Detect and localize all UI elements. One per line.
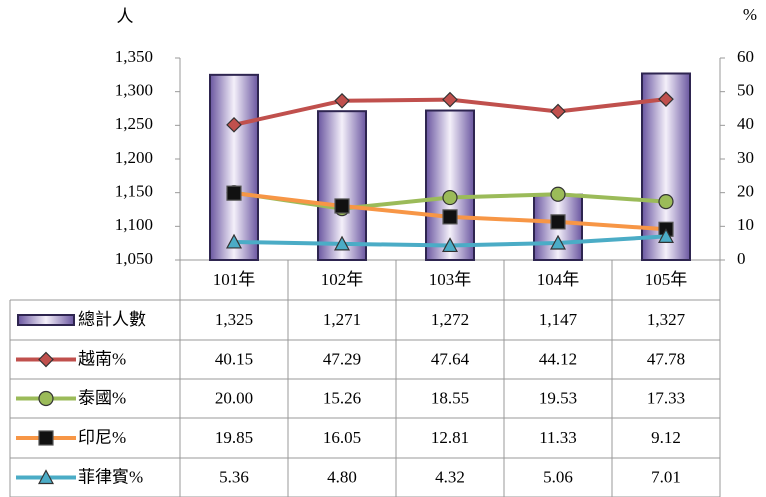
- table-cell: 44.12: [539, 349, 577, 368]
- table-cell: 20.00: [215, 388, 253, 407]
- table-cell: 47.64: [431, 349, 470, 368]
- y2-axis-label: %: [743, 5, 757, 24]
- y-tick-label: 1,150: [115, 182, 153, 201]
- y2-tick-label: 0: [737, 249, 746, 268]
- x-tick-label: 103年: [429, 270, 472, 289]
- table-cell: 19.53: [539, 388, 577, 407]
- table-cell: 4.32: [435, 467, 465, 486]
- line-marker: [442, 189, 458, 206]
- legend-label: 越南%: [78, 349, 126, 368]
- line-marker: [441, 237, 459, 253]
- table-cell: 5.36: [219, 467, 249, 486]
- table-cell: 1,325: [215, 310, 253, 329]
- y-axis-label: 人: [117, 7, 134, 26]
- line-marker: [658, 194, 674, 210]
- legend-marker: [38, 430, 54, 446]
- table-cell: 16.05: [323, 428, 361, 447]
- table-cell: 5.06: [543, 467, 573, 486]
- line-marker: [333, 235, 351, 251]
- line-marker: [334, 92, 350, 109]
- table-cell: 17.33: [647, 388, 685, 407]
- line-marker: [550, 186, 566, 202]
- table-cell: 4.80: [327, 467, 357, 486]
- line-marker: [657, 228, 675, 243]
- table-cell: 19.85: [215, 428, 253, 447]
- x-tick-label: 102年: [321, 270, 364, 289]
- table-cell: 1,272: [431, 310, 469, 329]
- line-marker: [226, 116, 242, 133]
- y2-tick-label: 60: [737, 47, 754, 66]
- bar: [425, 109, 475, 261]
- table-cell: 47.29: [323, 349, 361, 368]
- y-tick-label: 1,300: [115, 81, 153, 100]
- table-cell: 12.81: [431, 428, 469, 447]
- table-cell: 1,147: [539, 310, 578, 329]
- line-marker: [549, 234, 567, 250]
- table-cell: 18.55: [431, 388, 469, 407]
- y-tick-label: 1,050: [115, 249, 153, 268]
- bar: [317, 110, 367, 262]
- table-cell: 9.12: [651, 428, 681, 447]
- table-cell: 1,327: [647, 310, 686, 329]
- legend-marker: [38, 390, 54, 407]
- legend-marker: [37, 469, 55, 485]
- line-marker: [658, 91, 674, 107]
- y-tick-label: 1,100: [115, 215, 153, 234]
- y-tick-label: 1,350: [115, 47, 153, 66]
- legend-marker: [38, 351, 54, 368]
- line-marker: [226, 185, 242, 201]
- line-marker: [225, 233, 243, 249]
- legend-key: [17, 314, 75, 326]
- line-marker: [442, 91, 458, 108]
- legend-label: 總計人數: [78, 310, 146, 329]
- y-tick-label: 1,250: [115, 114, 153, 133]
- line-marker: [550, 103, 566, 120]
- legend-label: 印尼%: [78, 428, 126, 447]
- x-tick-label: 104年: [537, 270, 580, 289]
- x-tick-label: 101年: [213, 270, 256, 289]
- line-marker: [442, 209, 458, 225]
- table-cell: 40.15: [215, 349, 253, 368]
- table-cell: 15.26: [323, 388, 361, 407]
- legend-label: 菲律賓%: [78, 467, 143, 486]
- table-cell: 1,271: [323, 310, 361, 329]
- y2-tick-label: 40: [737, 114, 754, 133]
- x-tick-label: 105年: [645, 270, 688, 289]
- line-marker: [334, 198, 350, 214]
- y2-tick-label: 10: [737, 215, 754, 234]
- legend-label: 泰國%: [78, 388, 126, 407]
- bar: [209, 73, 259, 262]
- y-tick-label: 1,200: [115, 148, 153, 167]
- table-cell: 11.33: [539, 428, 577, 447]
- y2-tick-label: 20: [737, 182, 754, 201]
- table-cell: 7.01: [651, 467, 681, 486]
- y2-tick-label: 50: [737, 81, 754, 100]
- line-marker: [550, 214, 566, 230]
- table-cell: 47.78: [647, 349, 685, 368]
- y2-tick-label: 30: [737, 148, 754, 167]
